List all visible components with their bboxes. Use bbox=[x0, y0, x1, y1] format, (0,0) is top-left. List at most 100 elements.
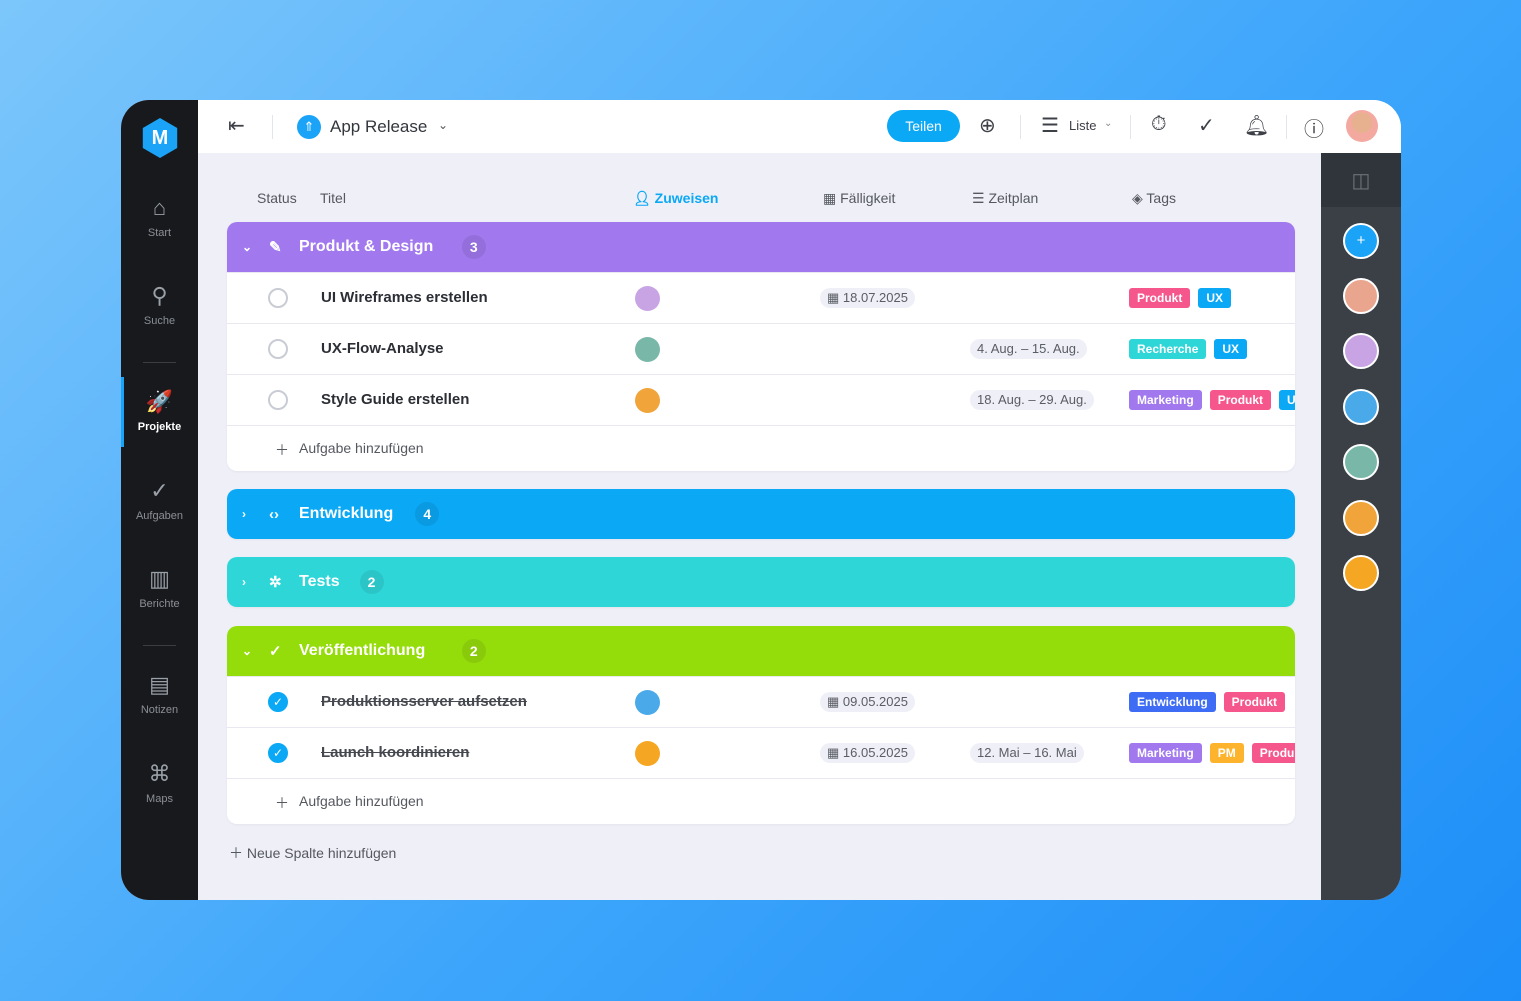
member-avatar[interactable] bbox=[1343, 278, 1379, 314]
column-title[interactable]: Titel bbox=[320, 190, 346, 206]
share-button[interactable]: Teilen bbox=[887, 110, 960, 142]
label: Notizen bbox=[140, 704, 179, 716]
status-checkbox[interactable] bbox=[268, 339, 288, 359]
label: 16.05.2025 bbox=[842, 745, 908, 760]
panel-toggle-icon[interactable]: ◫ bbox=[1321, 153, 1401, 207]
task-title[interactable]: UX-Flow-Analyse bbox=[321, 340, 444, 357]
group-header[interactable]: › ‹› Entwicklung 4 bbox=[227, 489, 1295, 539]
status-checkbox[interactable] bbox=[268, 288, 288, 308]
chevron-down-icon[interactable]: ⌄ bbox=[438, 118, 449, 132]
tag[interactable]: Produkt bbox=[1129, 288, 1191, 308]
task-row[interactable]: Style Guide erstellen 18. Aug. – 29. Aug… bbox=[227, 374, 1295, 425]
mindmap-icon: ⌘ bbox=[148, 761, 171, 786]
add-member-icon[interactable]: + bbox=[1343, 223, 1379, 259]
column-tags[interactable]: ◈ Tags bbox=[1132, 190, 1176, 207]
column-due[interactable]: ▦ Fälligkeit bbox=[823, 190, 895, 207]
calendar-icon: ▦ bbox=[827, 694, 843, 709]
assignee-avatar[interactable] bbox=[635, 388, 660, 413]
tag[interactable]: Marketing bbox=[1129, 390, 1202, 410]
tag[interactable]: Produkt bbox=[1251, 743, 1295, 763]
check-circle-icon: ✓ bbox=[150, 478, 169, 503]
add-icon[interactable]: ⊕ bbox=[979, 115, 996, 137]
due-date[interactable]: ▦ 16.05.2025 bbox=[820, 743, 915, 763]
help-icon[interactable]: ⓘ bbox=[1304, 119, 1324, 141]
assignee-avatar[interactable] bbox=[635, 286, 660, 311]
task-row[interactable]: ✓ Produktionsserver aufsetzen ▦ 09.05.20… bbox=[227, 676, 1295, 727]
status-checkbox[interactable] bbox=[268, 390, 288, 410]
member-avatar[interactable] bbox=[1343, 555, 1379, 591]
tag[interactable]: UX bbox=[1214, 339, 1248, 359]
chevron-right-icon[interactable]: › bbox=[242, 507, 246, 521]
tag[interactable]: Produkt bbox=[1223, 692, 1286, 712]
tag[interactable]: Marketing bbox=[1129, 743, 1202, 763]
status-checkbox[interactable]: ✓ bbox=[268, 743, 288, 763]
sidebar-item-projects[interactable]: 🚀 Projekte bbox=[121, 377, 198, 447]
sidebar-item-notes[interactable]: ▤ Notizen bbox=[121, 672, 198, 716]
schedule-range[interactable]: 12. Mai – 16. Mai bbox=[970, 743, 1084, 763]
column-status[interactable]: Status bbox=[257, 190, 297, 206]
group-icon: ✎ bbox=[269, 239, 282, 256]
assignee-avatar[interactable] bbox=[635, 741, 660, 766]
due-date[interactable]: ▦ 09.05.2025 bbox=[820, 692, 915, 712]
task-row[interactable]: ✓ Launch koordinieren ▦ 16.05.2025 12. M… bbox=[227, 727, 1295, 778]
status-checkbox[interactable]: ✓ bbox=[268, 692, 288, 712]
sidebar-item-search[interactable]: ⚲ Suche bbox=[121, 283, 198, 327]
chevron-right-icon[interactable]: › bbox=[242, 575, 246, 589]
member-avatar[interactable] bbox=[1343, 333, 1379, 369]
group-name: Tests bbox=[299, 573, 340, 590]
user-avatar[interactable] bbox=[1346, 110, 1378, 142]
sidebar-item-start[interactable]: ⌂ Start bbox=[121, 195, 198, 239]
task-title[interactable]: Launch koordinieren bbox=[321, 744, 470, 761]
group-name: Entwicklung bbox=[299, 505, 394, 522]
sidebar-item-tasks[interactable]: ✓ Aufgaben bbox=[121, 478, 198, 522]
task-title[interactable]: Produktionsserver aufsetzen bbox=[321, 693, 527, 710]
tag[interactable]: Produkt bbox=[1209, 390, 1272, 410]
schedule-range[interactable]: 18. Aug. – 29. Aug. bbox=[970, 390, 1094, 410]
add-column-button[interactable]: ＋ Neue Spalte hinzufügen bbox=[229, 843, 396, 863]
calendar-icon: ▦ bbox=[827, 745, 843, 760]
due-date[interactable]: ▦ 18.07.2025 bbox=[820, 288, 915, 308]
group-header[interactable]: ⌄ ✎ Produkt & Design 3 bbox=[227, 222, 1295, 272]
tag[interactable]: Entwicklung bbox=[1129, 692, 1216, 712]
project-rocket-icon: ⇑ bbox=[297, 115, 321, 139]
assignee-avatar[interactable] bbox=[635, 690, 660, 715]
tag[interactable]: Recherche bbox=[1129, 339, 1207, 359]
column-schedule[interactable]: ☰ Zeitplan bbox=[972, 190, 1038, 207]
chevron-down-icon[interactable]: ⌄ bbox=[242, 240, 253, 254]
bell-icon[interactable]: 🔔︎ bbox=[1244, 115, 1270, 137]
label: 18.07.2025 bbox=[842, 290, 908, 305]
group-icon: ✓ bbox=[269, 643, 282, 660]
add-task-button[interactable]: ＋ Aufgabe hinzufügen bbox=[227, 425, 1295, 471]
add-task-button[interactable]: ＋ Aufgabe hinzufügen bbox=[227, 778, 1295, 824]
task-title[interactable]: UI Wireframes erstellen bbox=[321, 289, 488, 306]
plus-icon: ＋ bbox=[275, 442, 289, 458]
task-row[interactable]: UX-Flow-Analyse 4. Aug. – 15. Aug. Reche… bbox=[227, 323, 1295, 374]
group-icon: ✲ bbox=[269, 574, 282, 591]
tag[interactable]: UX bbox=[1198, 288, 1232, 308]
group-header[interactable]: ⌄ ✓ Veröffentlichung 2 bbox=[227, 626, 1295, 676]
member-avatar[interactable] bbox=[1343, 500, 1379, 536]
task-title[interactable]: Style Guide erstellen bbox=[321, 391, 470, 408]
assignee-avatar[interactable] bbox=[635, 337, 660, 362]
sidebar-item-reports[interactable]: ▥ Berichte bbox=[121, 566, 198, 610]
chart-icon: ▥ bbox=[149, 566, 170, 591]
project-title[interactable]: App Release bbox=[330, 117, 428, 136]
timer-icon[interactable]: ⏱ bbox=[1151, 113, 1167, 135]
sidebar-item-maps[interactable]: ⌘ Maps bbox=[121, 761, 198, 805]
calendar-icon: ▦ bbox=[827, 290, 843, 305]
list-view-icon[interactable]: ☰ bbox=[1041, 115, 1059, 137]
member-avatar[interactable] bbox=[1343, 444, 1379, 480]
group-header[interactable]: › ✲ Tests 2 bbox=[227, 557, 1295, 607]
tag[interactable]: UX bbox=[1279, 390, 1295, 410]
collapse-sidebar-icon[interactable]: ⇤ bbox=[228, 115, 245, 137]
check-circle-icon[interactable]: ✓ bbox=[1198, 115, 1215, 137]
member-avatar[interactable] bbox=[1343, 389, 1379, 425]
task-row[interactable]: UI Wireframes erstellen ▦ 18.07.2025 Pro… bbox=[227, 272, 1295, 323]
tag[interactable]: PM bbox=[1209, 743, 1244, 763]
view-select[interactable]: Liste bbox=[1069, 118, 1097, 133]
chevron-down-icon[interactable]: ⌄ bbox=[242, 644, 253, 658]
divider bbox=[143, 645, 176, 646]
column-assign[interactable]: 👤︎ Zuweisen bbox=[633, 190, 718, 207]
schedule-range[interactable]: 4. Aug. – 15. Aug. bbox=[970, 339, 1087, 359]
chevron-down-icon[interactable]: ⌄ bbox=[1104, 118, 1113, 129]
